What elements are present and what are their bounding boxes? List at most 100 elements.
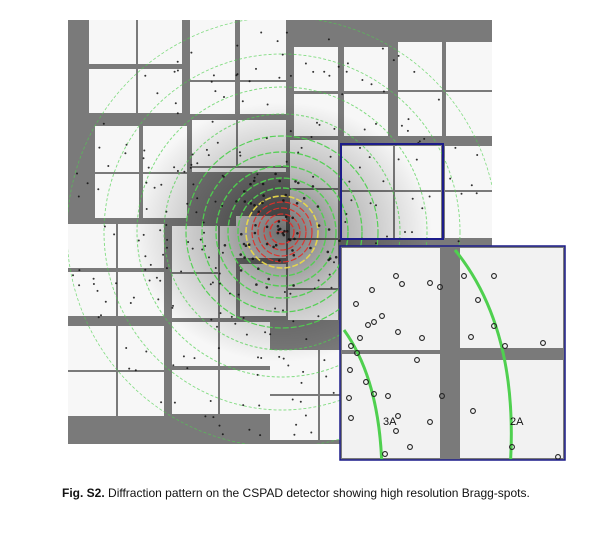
bragg-spot — [255, 283, 258, 286]
bragg-spot — [292, 284, 295, 287]
inset-panel — [460, 248, 563, 348]
inset-bragg-spot — [395, 413, 401, 419]
bragg-spot — [211, 120, 214, 123]
bragg-spot — [155, 276, 158, 279]
bragg-spot — [134, 369, 137, 372]
bragg-spot — [216, 325, 218, 328]
bragg-spot — [312, 70, 315, 73]
bragg-spot — [302, 370, 305, 373]
bragg-spot — [329, 155, 332, 158]
bragg-spot — [199, 238, 202, 241]
resolution-ring — [257, 207, 307, 257]
bragg-spot — [236, 44, 239, 47]
bragg-spot — [255, 67, 257, 70]
bragg-spot — [300, 146, 303, 149]
bragg-spot — [239, 269, 243, 272]
bragg-spot — [289, 130, 292, 133]
inset-ring-2a — [453, 249, 513, 460]
bragg-spot — [264, 331, 267, 334]
bragg-spot — [281, 53, 284, 56]
bragg-spot — [411, 231, 413, 234]
bragg-spot — [278, 355, 281, 358]
bragg-spot — [241, 100, 244, 103]
bragg-spot — [145, 208, 148, 210]
bragg-spot — [214, 267, 217, 269]
bragg-spot — [247, 243, 251, 246]
bragg-spot — [218, 424, 221, 427]
bragg-spot — [204, 245, 207, 247]
bragg-spot — [297, 181, 300, 185]
bragg-spot — [252, 179, 256, 183]
bragg-spot — [249, 182, 252, 186]
detector-panel — [446, 92, 492, 136]
bragg-spot — [245, 333, 248, 336]
detector-panel — [240, 20, 286, 80]
bragg-spot — [404, 231, 406, 233]
detector-panel — [446, 42, 492, 90]
bragg-spot — [115, 282, 118, 285]
bragg-spot — [341, 93, 344, 96]
inset-bragg-spot — [347, 367, 353, 373]
inset-bragg-spot — [382, 451, 388, 457]
bragg-spot — [285, 31, 288, 34]
detector-panel — [398, 92, 442, 136]
bragg-spot — [282, 233, 286, 237]
bragg-spot — [304, 414, 307, 417]
bragg-spot — [186, 367, 189, 370]
detector-panel — [118, 326, 164, 370]
bragg-spot — [208, 256, 210, 259]
bragg-spot — [392, 59, 395, 62]
inset-bragg-spot — [363, 379, 369, 385]
bragg-spot — [316, 121, 318, 124]
bragg-spot — [173, 166, 176, 169]
bragg-spot — [159, 279, 162, 282]
resolution-ring — [103, 53, 461, 411]
bragg-spot — [338, 239, 341, 242]
bragg-spot — [171, 306, 174, 309]
bragg-spot — [323, 359, 326, 362]
bragg-spot — [142, 157, 145, 160]
bragg-spot — [176, 60, 179, 63]
bragg-spot — [297, 151, 300, 154]
bragg-spot — [100, 314, 102, 317]
bragg-spot — [386, 235, 388, 238]
bragg-spot — [223, 96, 225, 98]
bragg-spot — [166, 238, 169, 241]
inset-bragg-spot — [353, 301, 359, 307]
inset-panel — [342, 248, 440, 350]
inset-bragg-spot — [427, 419, 433, 425]
detector-panel — [95, 174, 139, 218]
bragg-spot — [147, 166, 150, 169]
bragg-spot — [457, 240, 460, 243]
inset-bragg-spot — [379, 313, 385, 319]
bragg-spot — [265, 242, 269, 246]
bragg-spot — [337, 65, 340, 68]
caption-text: Diffraction pattern on the CSPAD detecto… — [104, 486, 530, 500]
bragg-spot — [251, 257, 255, 261]
bragg-spot — [295, 202, 299, 205]
inset-bragg-spot — [470, 408, 476, 414]
bragg-spot — [240, 232, 243, 236]
bragg-spot — [333, 261, 335, 264]
bragg-spot — [132, 296, 135, 299]
bragg-spot — [209, 283, 212, 286]
bragg-spot — [204, 415, 207, 418]
bragg-spot — [212, 74, 215, 77]
bragg-spot — [176, 69, 179, 72]
bragg-spot — [238, 151, 241, 154]
inset-bragg-spot — [461, 273, 467, 279]
bragg-spot — [421, 207, 424, 210]
zoom-region-marker — [340, 143, 444, 240]
bragg-spot — [218, 272, 221, 275]
bragg-spot — [102, 122, 105, 125]
bragg-spot — [277, 220, 281, 223]
bragg-spot — [176, 112, 179, 115]
bragg-spot — [254, 224, 257, 227]
bragg-spot — [312, 175, 315, 178]
bragg-spot — [328, 273, 331, 276]
bragg-spot — [242, 316, 245, 319]
bragg-spot — [278, 179, 282, 183]
bragg-spot — [375, 242, 377, 245]
bragg-spot — [242, 404, 245, 407]
inset-bragg-spot — [407, 444, 413, 450]
